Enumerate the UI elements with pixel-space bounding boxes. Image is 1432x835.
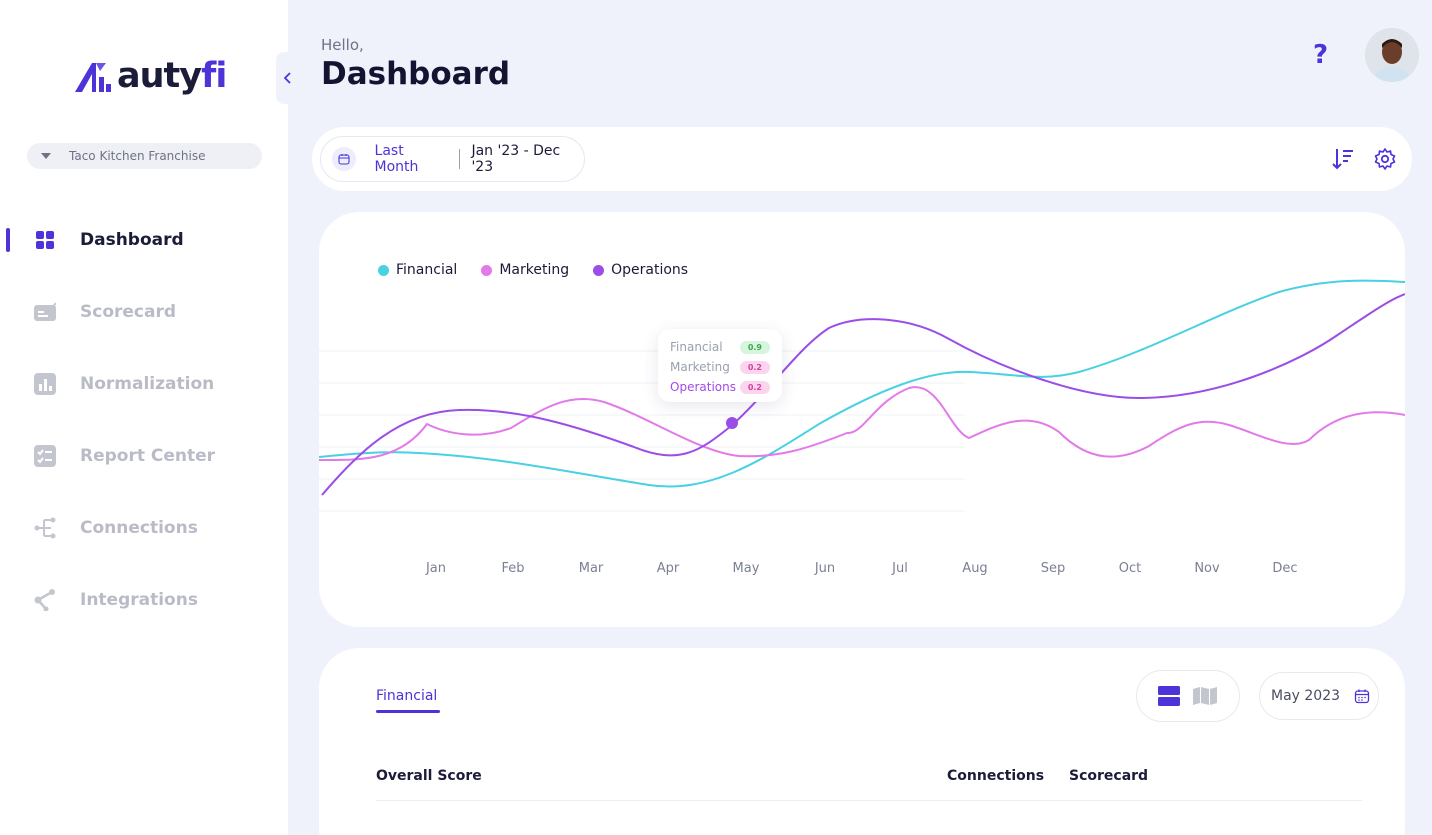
calendar-icon: [1354, 689, 1370, 704]
x-tick-nov: Nov: [1194, 561, 1220, 576]
tooltip-label: Marketing: [670, 360, 730, 374]
tooltip-row-financial: Financial 0.9: [670, 337, 770, 357]
page-title: Dashboard: [321, 56, 511, 92]
chevron-left-icon: [284, 72, 291, 84]
gear-icon[interactable]: [1373, 147, 1397, 171]
column-header-overall-score[interactable]: Overall Score: [376, 768, 482, 784]
month-picker[interactable]: May 2023: [1259, 672, 1379, 720]
column-header-connections[interactable]: Connections: [947, 768, 1045, 784]
x-tick-feb: Feb: [501, 561, 524, 576]
legend-label: Operations: [611, 262, 689, 278]
series-line-operations: [321, 293, 1405, 496]
chart-legend: Financial Marketing Operations: [378, 262, 688, 278]
grid-icon: [34, 229, 56, 251]
sidebar-item-label: Scorecard: [80, 302, 177, 322]
autyfi-logo[interactable]: autyfi: [72, 56, 227, 96]
sidebar-item-scorecard[interactable]: Scorecard: [0, 276, 288, 348]
tooltip-row-marketing: Marketing 0.2: [670, 357, 770, 377]
filter-bar: Last Month Jan '23 - Dec '23: [312, 127, 1412, 191]
x-tick-jan: Jan: [425, 561, 446, 576]
tooltip-label: Operations: [670, 380, 736, 394]
franchise-label: Taco Kitchen Franchise: [69, 149, 206, 163]
sidebar: autyfi Taco Kitchen Franchise Dashboard …: [0, 0, 288, 835]
date-range-selector[interactable]: Last Month Jan '23 - Dec '23: [320, 136, 585, 182]
caret-down-icon: [41, 153, 51, 159]
chart-plot: Jan Feb Mar Apr May Jun Jul Aug Sep Oct …: [319, 279, 1405, 576]
sidebar-item-label: Normalization: [80, 374, 215, 394]
legend-operations[interactable]: Operations: [593, 262, 688, 278]
score-table-card: Financial May 2023 Overall Score Connect…: [319, 648, 1405, 835]
sidebar-item-label: Integrations: [80, 590, 198, 610]
x-tick-mar: Mar: [579, 561, 604, 576]
tooltip-value-badge: 0.2: [739, 360, 770, 374]
series-line-marketing: [319, 386, 1405, 462]
checklist-icon: [34, 445, 56, 467]
avatar[interactable]: [1365, 28, 1419, 82]
calendar-icon: [332, 147, 356, 171]
tooltip-label: Financial: [670, 340, 723, 354]
tooltip-value-badge: 0.9: [739, 340, 770, 354]
logo-mark-icon: [75, 63, 111, 92]
legend-financial[interactable]: Financial: [378, 262, 457, 278]
line-chart-card: Financial Marketing Operations Jan Feb M…: [319, 212, 1405, 627]
x-tick-jun: Jun: [814, 561, 835, 576]
x-tick-jul: Jul: [891, 561, 908, 576]
period-label: Last Month: [374, 143, 419, 175]
sidebar-item-label: Report Center: [80, 446, 216, 466]
sidebar-item-label: Connections: [80, 518, 198, 538]
sidebar-item-connections[interactable]: Connections: [0, 492, 288, 564]
legend-label: Marketing: [499, 262, 570, 278]
active-tab-indicator: [376, 710, 440, 713]
date-range-text: Jan '23 - Dec '23: [471, 143, 561, 175]
legend-dot: [378, 264, 389, 276]
branch-icon: [34, 517, 56, 539]
sidebar-item-label: Dashboard: [80, 230, 184, 250]
x-tick-apr: Apr: [657, 561, 680, 576]
chart-tooltip: Financial 0.9 Marketing 0.2 Operations 0…: [658, 329, 782, 402]
tooltip-value-badge: 0.2: [739, 380, 770, 394]
greeting: Hello,: [321, 36, 364, 54]
tooltip-row-operations: Operations 0.2: [670, 377, 770, 397]
sidebar-nav: Dashboard Scorecard Normalization Report…: [0, 204, 288, 636]
share-icon: [34, 589, 56, 611]
series-line-financial: [319, 279, 1405, 488]
franchise-selector[interactable]: Taco Kitchen Franchise: [27, 143, 262, 169]
sidebar-item-normalization[interactable]: Normalization: [0, 348, 288, 420]
legend-dot: [481, 264, 493, 276]
sidebar-item-integrations[interactable]: Integrations: [0, 564, 288, 636]
scorecard-icon: [34, 301, 56, 323]
logo-text: autyfi: [117, 56, 227, 96]
sidebar-item-dashboard[interactable]: Dashboard: [0, 204, 288, 276]
grid-lines: [319, 350, 964, 512]
x-axis-labels: Jan Feb Mar Apr May Jun Jul Aug Sep Oct …: [425, 561, 1298, 576]
tab-financial[interactable]: Financial: [376, 688, 438, 704]
column-header-scorecard[interactable]: Scorecard: [1069, 768, 1149, 784]
legend-label: Financial: [396, 262, 458, 278]
bar-chart-icon: [34, 373, 56, 395]
month-label: May 2023: [1271, 688, 1341, 704]
x-tick-aug: Aug: [962, 561, 987, 576]
collapse-sidebar-button[interactable]: [276, 52, 300, 104]
divider: [459, 149, 461, 169]
x-tick-dec: Dec: [1272, 561, 1297, 576]
help-icon[interactable]: ?: [1313, 40, 1329, 70]
table-header-divider: [376, 800, 1362, 801]
x-tick-sep: Sep: [1041, 561, 1066, 576]
sort-icon[interactable]: [1332, 147, 1354, 171]
tooltip-marker[interactable]: [726, 417, 738, 429]
map-view-icon[interactable]: [1192, 686, 1218, 706]
x-tick-oct: Oct: [1119, 561, 1141, 576]
x-tick-may: May: [733, 561, 760, 576]
legend-dot: [593, 264, 605, 276]
view-toggle: [1136, 670, 1240, 722]
list-view-icon[interactable]: [1158, 686, 1180, 706]
legend-marketing[interactable]: Marketing: [481, 262, 569, 278]
sidebar-item-report-center[interactable]: Report Center: [0, 420, 288, 492]
